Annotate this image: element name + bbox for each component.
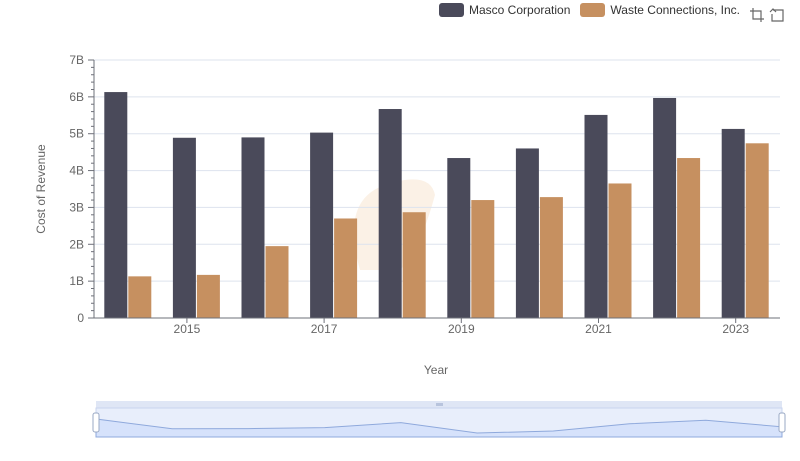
x-tick-label: 2023 xyxy=(722,322,749,336)
axes: 0 1B 2B 3B 4B 5B 6B 7B 2015 2017 2019 2021 2023 xyxy=(69,53,780,336)
bar-waste-connections-2016[interactable] xyxy=(265,246,289,318)
x-axis-title: Year xyxy=(424,363,448,377)
y-tick-label: 3B xyxy=(69,200,84,214)
legend-label-waste-connections: Waste Connections, Inc. xyxy=(610,3,741,17)
bar-masco-2017[interactable] xyxy=(310,132,334,318)
bar-waste-connections-2023[interactable] xyxy=(745,143,769,318)
y-tick-label: 1B xyxy=(69,274,84,288)
bar-masco-2019[interactable] xyxy=(447,158,471,318)
bar-masco-2015[interactable] xyxy=(172,137,196,318)
slider-grip[interactable] xyxy=(436,403,443,406)
bar-masco-2018[interactable] xyxy=(378,109,402,319)
legend-label-masco: Masco Corporation xyxy=(469,3,571,17)
zoom-select-icon[interactable] xyxy=(748,6,766,24)
bar-masco-2021[interactable] xyxy=(584,114,608,318)
bar-waste-connections-2017[interactable] xyxy=(334,218,358,318)
bar-waste-connections-2022[interactable] xyxy=(677,158,701,318)
legend-item-waste-connections[interactable]: Waste Connections, Inc. xyxy=(580,3,740,17)
legend-swatch-waste-connections xyxy=(580,3,606,17)
bar-masco-2022[interactable] xyxy=(653,97,677,318)
data-zoom-slider[interactable] xyxy=(92,401,786,438)
bar-waste-connections-2020[interactable] xyxy=(539,197,563,318)
bar-masco-2023[interactable] xyxy=(721,128,745,318)
bar-waste-connections-2021[interactable] xyxy=(608,183,632,318)
bar-masco-2020[interactable] xyxy=(515,148,539,318)
legend: Masco Corporation Waste Connections, Inc… xyxy=(439,3,750,17)
y-tick-label: 0 xyxy=(77,311,84,325)
x-tick-label: 2015 xyxy=(174,322,201,336)
y-axis-title: Cost of Revenue xyxy=(34,144,48,234)
bar-masco-2014[interactable] xyxy=(104,92,128,319)
slider-handle-right[interactable] xyxy=(778,412,786,433)
bar-waste-connections-2015[interactable] xyxy=(196,274,220,318)
bar-waste-connections-2014[interactable] xyxy=(128,276,152,318)
bar-waste-connections-2018[interactable] xyxy=(402,212,426,318)
y-tick-label: 4B xyxy=(69,164,84,178)
slider-handle-left[interactable] xyxy=(92,412,100,433)
reset-zoom-icon[interactable] xyxy=(768,6,786,24)
x-tick-label: 2017 xyxy=(311,322,338,336)
bar-waste-connections-2019[interactable] xyxy=(471,200,495,318)
legend-swatch-masco xyxy=(439,3,464,17)
y-tick-label: 5B xyxy=(69,127,84,141)
bars xyxy=(104,92,769,319)
chart-toolbar xyxy=(746,6,786,24)
legend-item-masco[interactable]: Masco Corporation xyxy=(439,3,570,17)
y-tick-label: 7B xyxy=(69,53,84,67)
bar-masco-2016[interactable] xyxy=(241,137,265,318)
x-tick-label: 2019 xyxy=(448,322,475,336)
y-tick-label: 2B xyxy=(69,237,84,251)
x-tick-label: 2021 xyxy=(585,322,612,336)
y-tick-label: 6B xyxy=(69,90,84,104)
